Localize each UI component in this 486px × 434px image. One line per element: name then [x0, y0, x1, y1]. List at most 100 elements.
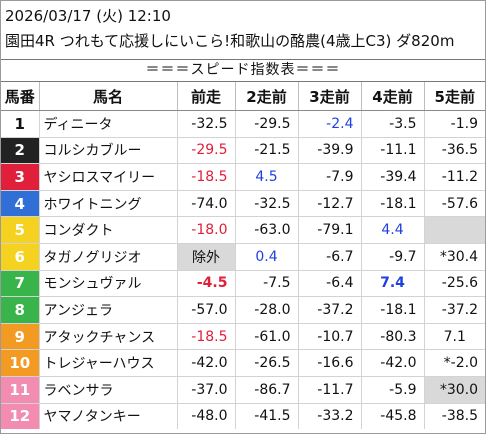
- speed-index-3-races-ago: -2.4: [297, 110, 361, 138]
- speed-index-4-races-ago: -45.8: [360, 403, 424, 430]
- speed-index-2-races-ago: -32.5: [234, 190, 298, 218]
- speed-index-2-races-ago: -41.5: [234, 403, 298, 430]
- speed-index-4-races-ago: -3.5: [360, 110, 424, 138]
- speed-index-4-races-ago: -18.1: [360, 190, 424, 218]
- race-title: 園田4R つれもて応援しにいこら!和歌山の酪農(4歳上C3) ダ820m: [5, 32, 455, 50]
- table-row: 2 コルシカブルー -29.5 -21.5 -39.9 -11.1 -36.5: [1, 137, 485, 165]
- table-row: 6 タガノグリジオ 除外 0.4 -6.7 -9.7 *30.4: [1, 243, 485, 271]
- table-row: 1 ディニータ -32.5 -29.5 -2.4 -3.5 -1.9: [1, 110, 485, 138]
- speed-index-last-race: -48.0: [176, 403, 235, 430]
- speed-index-3-races-ago: -37.2: [297, 296, 361, 324]
- horse-name-cell: ヤシロスマイリー: [38, 163, 177, 191]
- table-header-row: 馬番 馬名 前走 2走前 3走前 4走前 5走前: [1, 82, 485, 111]
- speed-index-2-races-ago: -61.0: [234, 323, 298, 351]
- header-4-races-ago: 4走前: [360, 82, 424, 111]
- horse-number-cell: 7: [1, 270, 39, 298]
- speed-index-table: 馬番 馬名 前走 2走前 3走前 4走前 5走前 1 ディニータ -32.5 -29.…: [1, 82, 485, 430]
- speed-index-2-races-ago: -86.7: [234, 376, 298, 404]
- speed-index-2-races-ago: 4.5: [234, 163, 298, 191]
- header-3-races-ago: 3走前: [297, 82, 361, 111]
- horse-number-cell: 2: [1, 137, 39, 165]
- horse-name-cell: ヤマノタンキー: [38, 403, 177, 430]
- horse-name-cell: ラベンサラ: [38, 376, 177, 404]
- header-horse-number: 馬番: [1, 82, 39, 111]
- speed-index-4-races-ago: -39.4: [360, 163, 424, 191]
- speed-index-3-races-ago: -6.7: [297, 243, 361, 271]
- speed-index-5-races-ago: -57.6: [423, 190, 485, 218]
- horse-name-cell: モンシュヴァル: [38, 270, 177, 298]
- header-horse-name: 馬名: [38, 82, 177, 111]
- horse-number-cell: 1: [1, 110, 39, 138]
- speed-index-3-races-ago: -33.2: [297, 403, 361, 430]
- horse-name-cell: アタックチャンス: [38, 323, 177, 351]
- table-row: 10 トレジャーハウス -42.0 -26.5 -16.6 -42.0 *-2.0: [1, 349, 485, 377]
- speed-index-4-races-ago: -5.9: [360, 376, 424, 404]
- horse-number-cell: 8: [1, 296, 39, 324]
- horse-name-cell: アンジェラ: [38, 296, 177, 324]
- table-row: 4 ホワイトニング -74.0 -32.5 -12.7 -18.1 -57.6: [1, 190, 485, 218]
- speed-index-last-race: -32.5: [176, 110, 235, 138]
- speed-index-2-races-ago: -26.5: [234, 349, 298, 377]
- speed-index-2-races-ago: -7.5: [234, 270, 298, 298]
- speed-index-4-races-ago: -80.3: [360, 323, 424, 351]
- table-row: 8 アンジェラ -57.0 -28.0 -37.2 -18.1 -37.2: [1, 296, 485, 324]
- speed-index-last-race: -18.0: [176, 216, 235, 244]
- speed-index-2-races-ago: -63.0: [234, 216, 298, 244]
- horse-number-cell: 4: [1, 190, 39, 218]
- speed-index-last-race: -74.0: [176, 190, 235, 218]
- speed-index-5-races-ago: -1.9: [423, 110, 485, 138]
- table-row: 7 モンシュヴァル -4.5 -7.5 -6.4 7.4 -25.6: [1, 270, 485, 298]
- speed-index-3-races-ago: -79.1: [297, 216, 361, 244]
- header-5-races-ago: 5走前: [423, 82, 485, 111]
- speed-index-4-races-ago: -9.7: [360, 243, 424, 271]
- header-2-races-ago: 2走前: [234, 82, 298, 111]
- horse-name-cell: コンダクト: [38, 216, 177, 244]
- horse-name-cell: ディニータ: [38, 110, 177, 138]
- speed-index-2-races-ago: -28.0: [234, 296, 298, 324]
- header-last-race: 前走: [176, 82, 235, 111]
- table-caption: ＝＝＝スピード指数表＝＝＝: [1, 59, 485, 82]
- speed-index-last-race: -57.0: [176, 296, 235, 324]
- speed-index-3-races-ago: -6.4: [297, 270, 361, 298]
- horse-number-cell: 10: [1, 349, 39, 377]
- speed-index-4-races-ago: 4.4: [360, 216, 424, 244]
- speed-index-5-races-ago: -11.2: [423, 163, 485, 191]
- speed-index-5-races-ago: *-2.0: [423, 349, 485, 377]
- speed-index-2-races-ago: 0.4: [234, 243, 298, 271]
- table-row: 12 ヤマノタンキー -48.0 -41.5 -33.2 -45.8 -38.5: [1, 403, 485, 430]
- speed-index-4-races-ago: -42.0: [360, 349, 424, 377]
- speed-index-5-races-ago: [423, 216, 485, 244]
- speed-index-3-races-ago: -7.9: [297, 163, 361, 191]
- horse-name-cell: コルシカブルー: [38, 137, 177, 165]
- speed-index-last-race: -18.5: [176, 323, 235, 351]
- horse-number-cell: 6: [1, 243, 39, 271]
- table-row: 11 ラベンサラ -37.0 -86.7 -11.7 -5.9 *30.0: [1, 376, 485, 404]
- speed-index-3-races-ago: -11.7: [297, 376, 361, 404]
- horse-number-cell: 12: [1, 403, 39, 430]
- speed-index-last-race: -29.5: [176, 137, 235, 165]
- race-datetime: 2026/03/17 (火) 12:10: [5, 7, 171, 25]
- speed-index-3-races-ago: -12.7: [297, 190, 361, 218]
- horse-number-cell: 11: [1, 376, 39, 404]
- speed-index-2-races-ago: -29.5: [234, 110, 298, 138]
- speed-index-3-races-ago: -10.7: [297, 323, 361, 351]
- speed-index-last-race: 除外: [176, 243, 235, 271]
- speed-index-last-race: -42.0: [176, 349, 235, 377]
- horse-name-cell: ホワイトニング: [38, 190, 177, 218]
- speed-index-5-races-ago: -36.5: [423, 137, 485, 165]
- speed-index-last-race: -4.5: [176, 270, 235, 298]
- speed-index-3-races-ago: -39.9: [297, 137, 361, 165]
- table-row: 3 ヤシロスマイリー -18.5 4.5 -7.9 -39.4 -11.2: [1, 163, 485, 191]
- speed-index-5-races-ago: *30.4: [423, 243, 485, 271]
- speed-index-2-races-ago: -21.5: [234, 137, 298, 165]
- table-row: 5 コンダクト -18.0 -63.0 -79.1 4.4: [1, 216, 485, 244]
- speed-index-last-race: -37.0: [176, 376, 235, 404]
- speed-index-last-race: -18.5: [176, 163, 235, 191]
- horse-number-cell: 5: [1, 216, 39, 244]
- horse-number-cell: 3: [1, 163, 39, 191]
- speed-index-3-races-ago: -16.6: [297, 349, 361, 377]
- speed-index-4-races-ago: -11.1: [360, 137, 424, 165]
- table-row: 9 アタックチャンス -18.5 -61.0 -10.7 -80.3 7.1: [1, 323, 485, 351]
- speed-index-5-races-ago: -37.2: [423, 296, 485, 324]
